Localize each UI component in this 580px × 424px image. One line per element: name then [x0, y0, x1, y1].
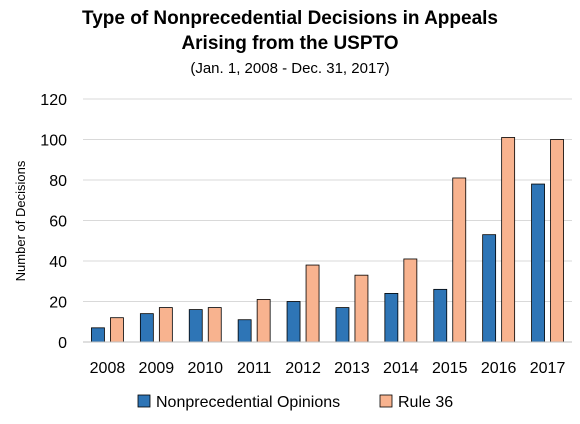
y-axis-label: Number of Decisions — [13, 160, 28, 281]
y-tick-label: 20 — [49, 295, 67, 312]
bar-nonprecedential-opinions-2013 — [336, 308, 349, 342]
bar-nonprecedential-opinions-2017 — [532, 184, 545, 342]
x-tick-label: 2009 — [139, 360, 175, 377]
y-axis-ticks: 0 20 40 60 80 100 120 — [40, 92, 67, 352]
y-tick-label: 40 — [49, 254, 67, 271]
bar-rule-36-2014 — [404, 259, 417, 342]
x-tick-label: 2008 — [90, 360, 126, 377]
y-tick-label: 100 — [40, 133, 67, 150]
legend: Nonprecedential Opinions Rule 36 — [138, 394, 453, 411]
bar-rule-36-2015 — [453, 178, 466, 342]
bar-nonprecedential-opinions-2014 — [385, 293, 398, 342]
y-tick-label: 60 — [49, 214, 67, 231]
x-tick-label: 2016 — [481, 360, 517, 377]
legend-swatch-rule-36 — [380, 395, 392, 407]
bar-nonprecedential-opinions-2016 — [483, 235, 496, 342]
x-tick-label: 2014 — [383, 360, 419, 377]
bars — [91, 137, 563, 342]
chart-title-line-1: Type of Nonprecedential Decisions in App… — [82, 8, 498, 29]
legend-label-nonprecedential-opinions: Nonprecedential Opinions — [156, 394, 340, 411]
bar-rule-36-2012 — [306, 265, 319, 342]
y-tick-label: 80 — [49, 173, 67, 190]
bar-nonprecedential-opinions-2015 — [434, 289, 447, 342]
bar-rule-36-2011 — [257, 299, 270, 342]
x-tick-label: 2013 — [334, 360, 370, 377]
x-tick-label: 2010 — [187, 360, 223, 377]
bar-nonprecedential-opinions-2008 — [91, 328, 104, 342]
x-tick-label: 2017 — [530, 360, 566, 377]
bar-rule-36-2017 — [551, 140, 564, 343]
bar-nonprecedential-opinions-2010 — [189, 310, 202, 342]
x-axis-ticks: 2008 2009 2010 2011 2012 2013 2014 2015 2016 2017 — [90, 360, 566, 377]
x-tick-label: 2011 — [237, 360, 272, 377]
bar-rule-36-2008 — [110, 318, 123, 342]
bar-nonprecedential-opinions-2009 — [140, 314, 153, 342]
bar-nonprecedential-opinions-2011 — [238, 320, 251, 342]
y-tick-label: 0 — [58, 335, 67, 352]
x-tick-label: 2015 — [432, 360, 468, 377]
bar-rule-36-2013 — [355, 275, 368, 342]
bar-rule-36-2010 — [208, 308, 221, 342]
y-tick-label: 120 — [40, 92, 67, 109]
gridlines — [83, 99, 572, 302]
bar-rule-36-2009 — [159, 308, 172, 342]
chart-subtitle: (Jan. 1, 2008 - Dec. 31, 2017) — [190, 60, 389, 77]
bar-nonprecedential-opinions-2012 — [287, 302, 300, 343]
x-tick-label: 2012 — [285, 360, 321, 377]
chart-title-line-2: Arising from the USPTO — [181, 33, 398, 54]
legend-swatch-nonprecedential-opinions — [138, 395, 150, 407]
bar-rule-36-2016 — [502, 137, 515, 342]
legend-label-rule-36: Rule 36 — [398, 394, 453, 411]
